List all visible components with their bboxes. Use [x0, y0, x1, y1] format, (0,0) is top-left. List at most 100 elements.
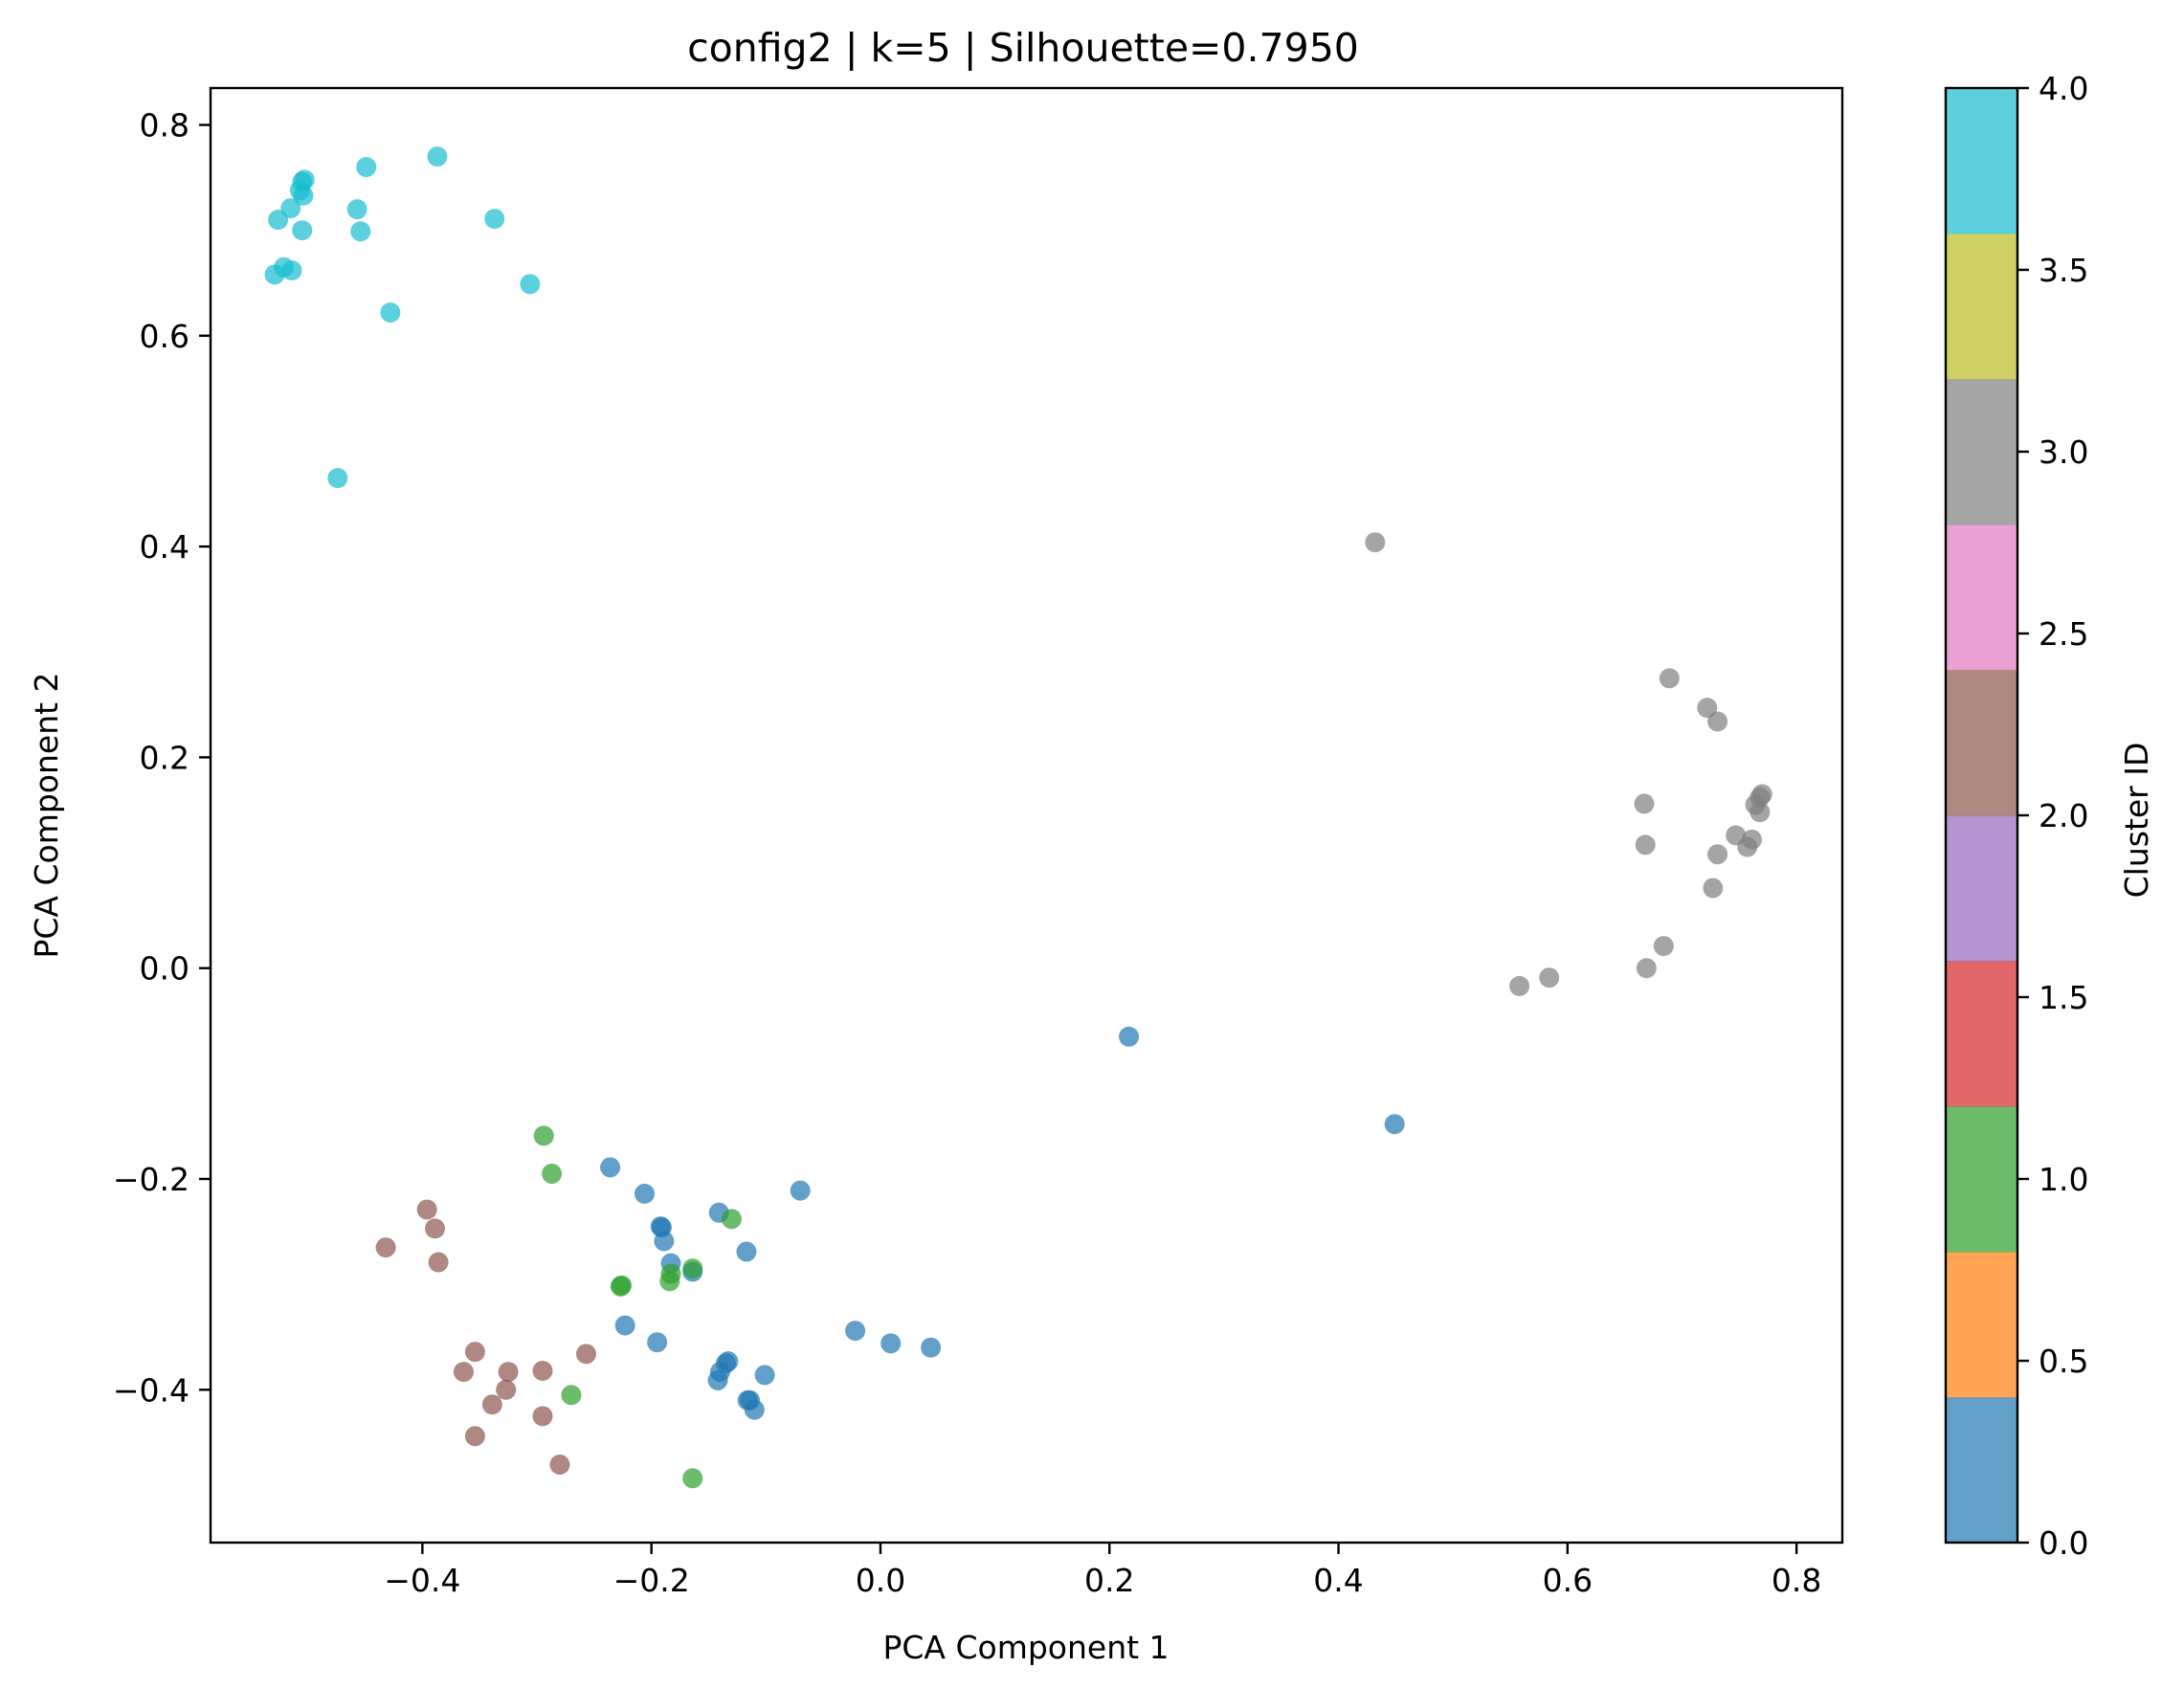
data-point-cluster-2 — [464, 1426, 485, 1447]
data-point-cluster-4 — [350, 221, 371, 242]
y-tick-label: 0.4 — [140, 528, 189, 566]
data-point-cluster-2 — [375, 1237, 396, 1258]
colorbar-segment — [1946, 1397, 2017, 1544]
data-point-cluster-0 — [634, 1183, 655, 1204]
data-point-cluster-2 — [549, 1454, 570, 1475]
data-point-cluster-2 — [464, 1342, 485, 1363]
data-point-cluster-3 — [1653, 936, 1674, 957]
data-point-cluster-4 — [380, 302, 401, 323]
data-point-cluster-0 — [754, 1365, 775, 1386]
data-point-cluster-1 — [721, 1209, 742, 1230]
data-points — [264, 146, 1772, 1489]
data-point-cluster-3 — [1707, 844, 1728, 865]
data-point-cluster-2 — [532, 1406, 553, 1427]
data-point-cluster-2 — [428, 1252, 449, 1273]
y-tick-label: 0.6 — [140, 318, 189, 355]
data-point-cluster-4 — [346, 199, 368, 220]
data-point-cluster-0 — [1119, 1026, 1140, 1047]
colorbar-tick-label: 0.5 — [2039, 1343, 2088, 1380]
data-point-cluster-3 — [1659, 668, 1680, 689]
data-point-cluster-0 — [736, 1241, 757, 1262]
y-tick-label: −0.4 — [113, 1371, 189, 1409]
data-point-cluster-3 — [1737, 836, 1758, 857]
data-point-cluster-4 — [427, 146, 448, 167]
x-tick-label: 0.8 — [1772, 1562, 1821, 1599]
data-point-cluster-0 — [921, 1337, 942, 1358]
x-tick-label: −0.2 — [613, 1562, 690, 1599]
colorbar-segment — [1946, 670, 2017, 816]
data-point-cluster-3 — [1707, 711, 1728, 732]
data-point-cluster-0 — [707, 1369, 728, 1390]
colorbar-tick-label: 2.0 — [2039, 797, 2088, 834]
x-tick-label: 0.2 — [1084, 1562, 1134, 1599]
x-axis-label: PCA Component 1 — [882, 1629, 1169, 1666]
data-point-cluster-1 — [610, 1276, 631, 1297]
data-point-cluster-1 — [561, 1385, 582, 1406]
data-point-cluster-4 — [484, 209, 505, 230]
data-point-cluster-3 — [1539, 967, 1560, 989]
data-point-cluster-4 — [264, 264, 285, 285]
data-point-cluster-3 — [1509, 975, 1530, 996]
y-tick-label: 0.0 — [140, 950, 189, 988]
colorbar-tick-label: 4.0 — [2039, 70, 2088, 107]
data-point-cluster-1 — [659, 1271, 680, 1292]
data-point-cluster-4 — [281, 260, 302, 281]
data-point-cluster-4 — [356, 157, 377, 178]
colorbar-segment — [1946, 1252, 2017, 1398]
colorbar: 0.0 0.5 1.0 1.5 2.0 2.5 3.0 3.5 4.0 — [1944, 70, 2088, 1562]
data-point-cluster-0 — [845, 1321, 866, 1342]
data-point-cluster-3 — [1749, 802, 1771, 823]
data-point-cluster-4 — [520, 274, 541, 295]
data-point-cluster-0 — [647, 1332, 668, 1353]
data-point-cluster-0 — [614, 1315, 635, 1336]
data-point-cluster-3 — [1365, 532, 1386, 553]
data-point-cluster-1 — [542, 1163, 563, 1184]
colorbar-tick-label: 0.0 — [2039, 1524, 2088, 1562]
x-tick-label: −0.4 — [384, 1562, 460, 1599]
data-point-cluster-0 — [654, 1231, 675, 1252]
data-point-cluster-1 — [682, 1468, 703, 1489]
data-point-cluster-3 — [1703, 878, 1724, 899]
colorbar-tick-label: 2.5 — [2039, 615, 2088, 653]
data-point-cluster-2 — [453, 1362, 474, 1383]
data-point-cluster-4 — [293, 185, 314, 206]
data-point-cluster-0 — [1384, 1114, 1405, 1135]
colorbar-segment — [1946, 379, 2017, 525]
colorbar-segment — [1946, 1106, 2017, 1253]
data-point-cluster-4 — [292, 220, 313, 241]
plot-frame — [209, 86, 1844, 1545]
data-point-cluster-0 — [880, 1333, 902, 1354]
data-point-cluster-0 — [600, 1157, 621, 1178]
colorbar-label: Cluster ID — [2118, 743, 2155, 899]
colorbar-segment — [1946, 815, 2017, 962]
colorbar-tick-label: 3.0 — [2039, 433, 2088, 471]
chart-title: config2 | k=5 | Silhouette=0.7950 — [687, 25, 1359, 71]
data-point-cluster-2 — [416, 1199, 437, 1220]
y-axis: −0.4 −0.2 0.0 0.2 0.4 0.6 0.8 — [113, 107, 211, 1409]
x-axis: −0.4 −0.2 0.0 0.2 0.4 0.6 0.8 — [384, 1543, 1821, 1599]
data-point-cluster-3 — [1636, 958, 1657, 979]
data-point-cluster-0 — [744, 1399, 765, 1420]
data-point-cluster-1 — [533, 1125, 554, 1146]
colorbar-segment — [1946, 524, 2017, 671]
colorbar-segment — [1946, 88, 2017, 234]
data-point-cluster-2 — [481, 1394, 502, 1415]
y-tick-label: 0.2 — [140, 739, 189, 776]
data-point-cluster-0 — [790, 1180, 811, 1201]
data-point-cluster-2 — [498, 1362, 519, 1383]
data-point-cluster-1 — [682, 1258, 703, 1279]
data-point-cluster-3 — [1635, 834, 1656, 856]
data-point-cluster-4 — [327, 468, 348, 489]
colorbar-tick-label: 3.5 — [2039, 252, 2088, 289]
colorbar-tick-label: 1.5 — [2039, 979, 2088, 1016]
x-tick-label: 0.4 — [1313, 1562, 1363, 1599]
y-tick-label: −0.2 — [113, 1161, 189, 1198]
data-point-cluster-2 — [532, 1360, 553, 1381]
data-point-cluster-3 — [1697, 698, 1718, 719]
x-tick-label: 0.0 — [856, 1562, 905, 1599]
colorbar-segment — [1946, 233, 2017, 380]
data-point-cluster-2 — [496, 1379, 517, 1400]
colorbar-segment — [1946, 961, 2017, 1107]
x-tick-label: 0.6 — [1543, 1562, 1593, 1599]
data-point-cluster-4 — [268, 210, 289, 231]
